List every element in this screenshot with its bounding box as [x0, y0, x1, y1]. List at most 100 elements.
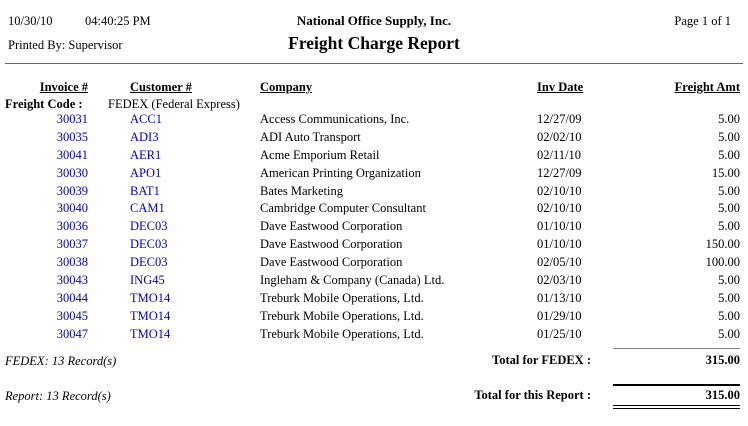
invoice-number-link[interactable]: 30039 — [56, 183, 88, 198]
customer-number-link[interactable]: ING45 — [130, 273, 165, 288]
table-row: 30037 DEC03 Dave Eastwood Corporation 01… — [0, 237, 748, 255]
freight-amount-cell: 5.00 — [718, 183, 740, 198]
invoice-number-link[interactable]: 30041 — [56, 147, 88, 162]
print-time: 04:40:25 PM — [85, 14, 151, 28]
customer-number-link[interactable]: AER1 — [130, 147, 162, 162]
freight-amount-cell: 5.00 — [718, 112, 740, 126]
table-row: 30035 ADI3 ADI Auto Transport 02/02/10 5… — [0, 130, 748, 148]
group-header-row: Freight Code : FEDEX (Federal Express) — [0, 97, 748, 113]
freight-amount-cell: 5.00 — [718, 147, 740, 162]
invoice-number-link[interactable]: 30044 — [56, 290, 88, 305]
report-total-value: 315.00 — [705, 388, 740, 402]
customer-number-link[interactable]: TMO14 — [130, 308, 171, 323]
customer-number-link[interactable]: TMO14 — [130, 290, 171, 305]
customer-number-link[interactable]: TMO14 — [130, 326, 171, 341]
group-total-label: Total for FEDEX : — [492, 353, 591, 367]
invoice-date-cell: 02/10/10 — [537, 183, 582, 198]
invoice-date-cell: 01/25/10 — [537, 326, 582, 341]
customer-number-link[interactable]: APO1 — [130, 165, 162, 180]
company-cell: Dave Eastwood Corporation — [260, 219, 403, 234]
freight-amount-cell: 100.00 — [705, 255, 740, 270]
company-cell: Dave Eastwood Corporation — [260, 255, 403, 270]
column-header-freight-amt: Freight Amt — [674, 80, 740, 94]
report-record-count: Report: 13 Record(s) — [5, 389, 111, 403]
company-cell: Access Communications, Inc. — [260, 112, 410, 126]
table-row: 30036 DEC03 Dave Eastwood Corporation 01… — [0, 219, 748, 237]
invoice-date-cell: 12/27/09 — [537, 165, 582, 180]
invoice-number-link[interactable]: 30037 — [56, 237, 88, 252]
invoice-date-cell: 01/10/10 — [537, 237, 582, 252]
table-row: 30040 CAM1 Cambridge Computer Consultant… — [0, 201, 748, 219]
invoice-number-link[interactable]: 30036 — [56, 219, 88, 234]
table-row: 30038 DEC03 Dave Eastwood Corporation 02… — [0, 255, 748, 273]
report-total-double-rule-bottom — [613, 408, 740, 409]
table-row: 30045 TMO14 Treburk Mobile Operations, L… — [0, 309, 748, 327]
invoice-date-cell: 02/03/10 — [537, 273, 582, 288]
group-record-count: FEDEX: 13 Record(s) — [5, 354, 117, 368]
freight-code-label: Freight Code : — [5, 97, 83, 111]
invoice-date-cell: 02/10/10 — [537, 201, 582, 216]
company-cell: Ingleham & Company (Canada) Ltd. — [260, 273, 445, 288]
invoice-number-link[interactable]: 30040 — [56, 201, 88, 216]
freight-amount-cell: 5.00 — [718, 219, 740, 234]
invoice-date-cell: 01/13/10 — [537, 290, 582, 305]
company-cell: Treburk Mobile Operations, Ltd. — [260, 290, 424, 305]
freight-amount-cell: 5.00 — [718, 308, 740, 323]
report-total-rule — [613, 384, 740, 386]
column-header-invoice: Invoice # — [39, 80, 88, 94]
column-header-company: Company — [260, 80, 313, 94]
invoice-number-link[interactable]: 30043 — [56, 273, 88, 288]
customer-number-link[interactable]: BAT1 — [130, 183, 160, 198]
freight-amount-cell: 15.00 — [711, 165, 740, 180]
column-header-inv-date: Inv Date — [537, 80, 584, 94]
column-header-customer: Customer # — [130, 80, 192, 94]
freight-code-value: FEDEX (Federal Express) — [108, 97, 240, 111]
table-rows: 30031 ACC1 Access Communications, Inc. 1… — [0, 112, 748, 345]
invoice-number-link[interactable]: 30047 — [56, 326, 88, 341]
freight-amount-cell: 150.00 — [705, 237, 740, 252]
column-header-row: Invoice # Customer # Company Inv Date Fr… — [0, 80, 748, 96]
header-divider-line — [5, 63, 743, 64]
invoice-number-link[interactable]: 30045 — [56, 308, 88, 323]
invoice-number-link[interactable]: 30035 — [56, 129, 88, 144]
page-number-label: Page 1 of 1 — [674, 14, 731, 28]
customer-number-link[interactable]: ADI3 — [130, 129, 159, 144]
table-row: 30039 BAT1 Bates Marketing 02/10/10 5.00 — [0, 184, 748, 202]
table-row: 30044 TMO14 Treburk Mobile Operations, L… — [0, 291, 748, 309]
company-cell: Bates Marketing — [260, 183, 343, 198]
company-cell: Treburk Mobile Operations, Ltd. — [260, 326, 424, 341]
customer-number-link[interactable]: ACC1 — [130, 112, 162, 126]
company-cell: Treburk Mobile Operations, Ltd. — [260, 308, 424, 323]
customer-number-link[interactable]: DEC03 — [130, 237, 168, 252]
report-total-double-rule-top — [613, 405, 740, 406]
print-date: 10/30/10 — [8, 14, 53, 28]
table-row: 30031 ACC1 Access Communications, Inc. 1… — [0, 112, 748, 130]
company-cell: Acme Emporium Retail — [260, 147, 380, 162]
invoice-date-cell: 02/05/10 — [537, 255, 582, 270]
report-title: Freight Charge Report — [288, 33, 460, 53]
company-cell: American Printing Organization — [260, 165, 421, 180]
report-total-label: Total for this Report : — [474, 388, 591, 402]
table-row: 30043 ING45 Ingleham & Company (Canada) … — [0, 273, 748, 291]
customer-number-link[interactable]: DEC03 — [130, 219, 168, 234]
freight-amount-cell: 5.00 — [718, 290, 740, 305]
group-total-value: 315.00 — [705, 353, 740, 367]
invoice-date-cell: 02/11/10 — [537, 147, 581, 162]
table-row: 30041 AER1 Acme Emporium Retail 02/11/10… — [0, 148, 748, 166]
invoice-number-link[interactable]: 30030 — [56, 165, 88, 180]
customer-number-link[interactable]: CAM1 — [130, 201, 165, 216]
company-cell: Dave Eastwood Corporation — [260, 237, 403, 252]
invoice-date-cell: 02/02/10 — [537, 129, 582, 144]
company-cell: ADI Auto Transport — [260, 129, 361, 144]
invoice-number-link[interactable]: 30031 — [56, 112, 88, 126]
invoice-date-cell: 01/10/10 — [537, 219, 582, 234]
company-cell: Cambridge Computer Consultant — [260, 201, 426, 216]
customer-number-link[interactable]: DEC03 — [130, 255, 168, 270]
company-name: National Office Supply, Inc. — [296, 13, 452, 28]
table-row: 30030 APO1 American Printing Organizatio… — [0, 166, 748, 184]
freight-amount-cell: 5.00 — [718, 326, 740, 341]
group-total-rule — [613, 348, 740, 349]
invoice-date-cell: 12/27/09 — [537, 112, 582, 126]
invoice-number-link[interactable]: 30038 — [56, 255, 88, 270]
